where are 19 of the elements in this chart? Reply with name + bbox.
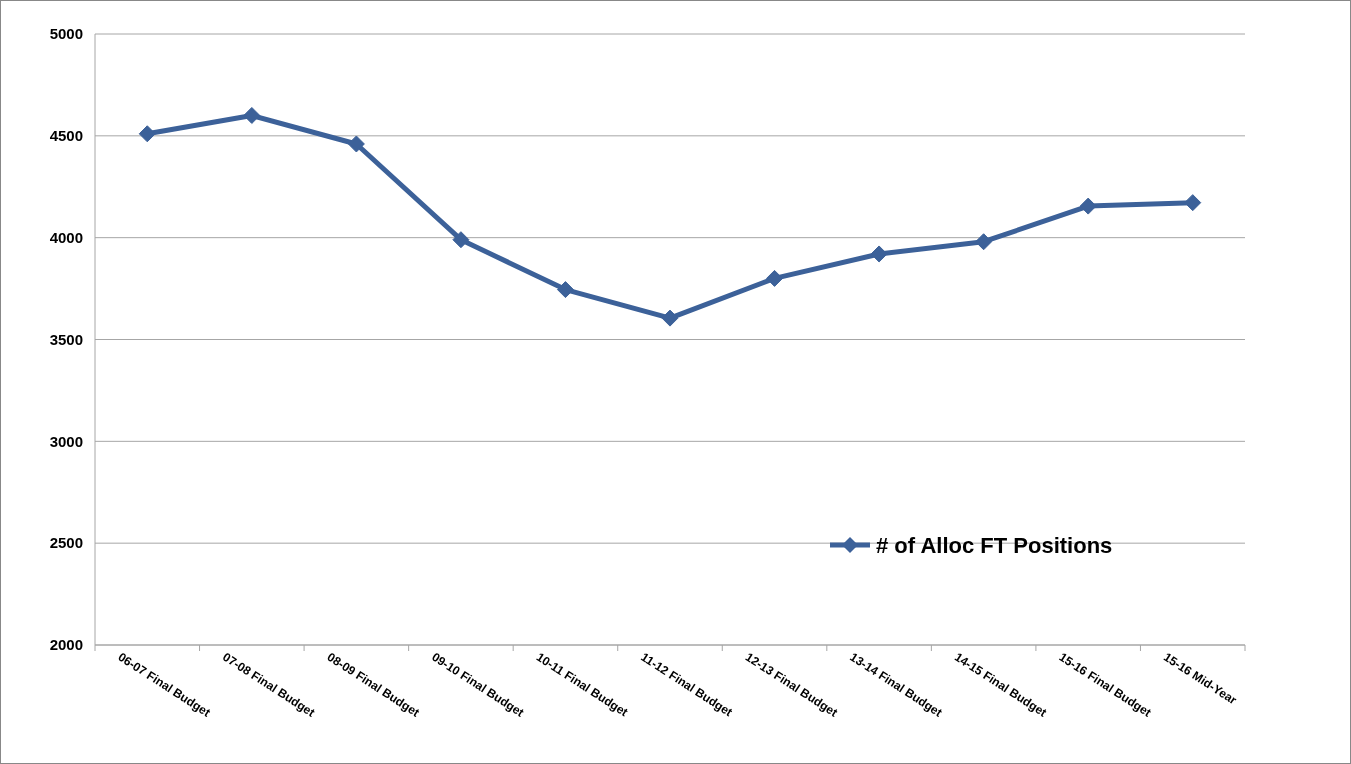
point [138, 125, 156, 143]
point [347, 135, 365, 153]
point [452, 231, 470, 249]
y-tick-label: 3000 [49, 432, 83, 450]
point [766, 269, 784, 287]
y-tick-label: 5000 [49, 25, 83, 43]
point [1184, 194, 1202, 212]
y-tick-label: 4000 [49, 228, 83, 246]
legend-label: # of Alloc FT Positions [876, 532, 1113, 558]
point [870, 245, 888, 263]
point [661, 309, 679, 327]
y-tick-label: 3500 [49, 330, 83, 348]
point [243, 106, 261, 124]
y-tick-label: 4500 [49, 127, 83, 145]
y-tick-label: 2000 [49, 636, 83, 654]
point [1079, 197, 1097, 215]
point [975, 233, 993, 251]
point [556, 281, 574, 299]
y-tick-label: 2500 [49, 534, 83, 552]
